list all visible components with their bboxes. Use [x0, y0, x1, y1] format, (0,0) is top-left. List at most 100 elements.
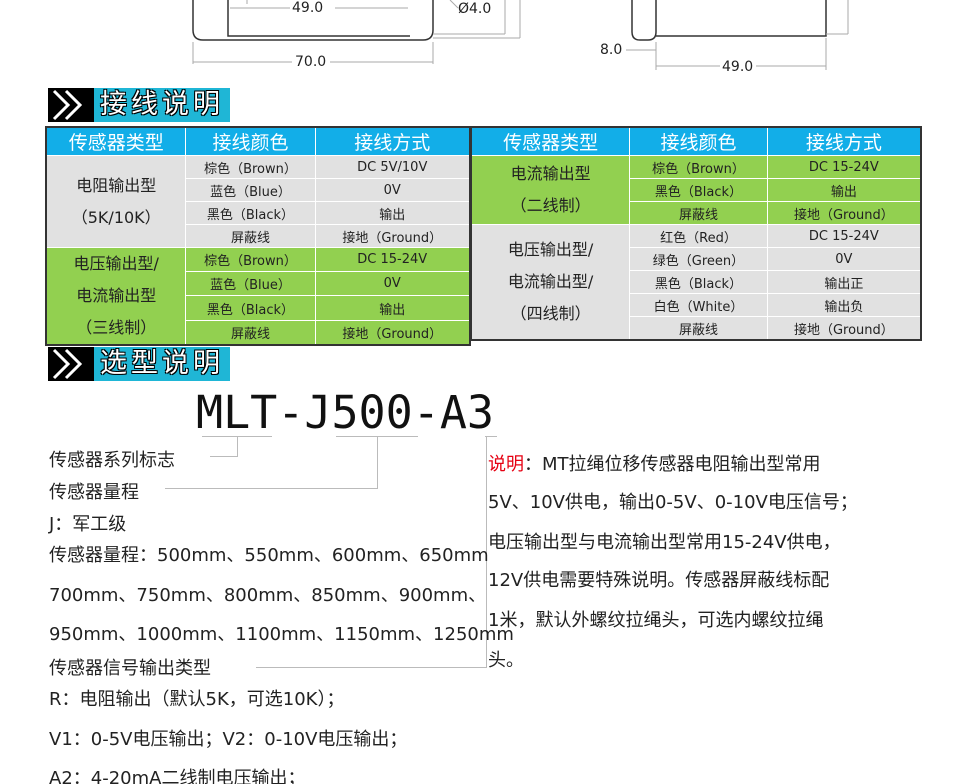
sensor-type-line: 电压输出型/	[507, 240, 594, 259]
table-row: 屏蔽线 接地（Ground）	[46, 224, 471, 248]
wire-function-cell: 接地（Ground）	[766, 316, 922, 341]
sensor-type-line: （5K/10K）	[71, 207, 161, 227]
dim-side-offset: 8.0	[600, 42, 623, 58]
model-code: MLT-J500-A3	[196, 386, 495, 439]
table-row: 电阻输出型 （5K/10K） 棕色（Brown） DC 5V/10V	[45, 155, 471, 248]
legend-line: 950mm、1000mm、1100mm、1150mm、1250mm	[49, 624, 514, 645]
table-row: 蓝色（Blue） 0V	[46, 178, 471, 202]
note-text: ：MT拉绳位移传感器电阻输出型常用	[524, 454, 821, 475]
wire-color-cell: 黑色（Black）	[185, 295, 316, 321]
wire-function-cell: DC 15-24V	[766, 155, 922, 179]
note-line: 5V、10V供电，输出0-5V、0-10V电压信号；	[488, 492, 858, 513]
wire-color-cell: 白色（White）	[629, 293, 768, 317]
legend-line: R：电阻输出（默认5K，可选10K）；	[49, 689, 345, 710]
wire-color-cell: 棕色（Brown）	[629, 155, 768, 179]
note-line: 头。	[488, 650, 524, 671]
table-row: 绿色（Green） 0V	[471, 247, 922, 271]
wire-function-cell: 输出	[766, 178, 922, 202]
legend-line: 传感器量程	[49, 482, 139, 503]
wire-color-cell: 屏蔽线	[185, 319, 316, 346]
sensor-type-cell: 电压输出型/电流输出型 （三线制）	[45, 247, 187, 346]
wire-function-cell: 输出正	[766, 270, 922, 294]
wire-function-cell: 输出	[314, 295, 471, 321]
wire-color-cell: 红色（Red）	[629, 224, 768, 248]
column-header: 传感器类型	[45, 126, 187, 156]
selection-section-header: 选型说明	[48, 347, 230, 381]
legend-line: 传感器信号输出类型	[49, 658, 211, 679]
legend-line: A2：4-20mA二线制电压输出；	[49, 768, 306, 784]
legend-line: 700mm、750mm、800mm、850mm、900mm、	[49, 585, 487, 606]
legend-line: 传感器量程：500mm、550mm、600mm、650mm	[49, 545, 489, 566]
section-title: 选型说明	[94, 347, 230, 381]
wiring-table-left: 传感器类型 接线颜色 接线方式 电阻输出型 （5K/10K） 棕色（Brown） DC 5V…	[45, 126, 471, 346]
table-row: 电流输出型 （二线制） 棕色（Brown） DC 15-24V	[470, 155, 922, 225]
sensor-type-line: 电流输出型/	[507, 272, 594, 291]
table-row: 黑色（Black） 输出	[471, 178, 922, 202]
table-row: 黑色（Black） 输出	[46, 295, 471, 321]
wire-color-cell: 蓝色（Blue）	[185, 271, 316, 297]
wire-function-cell: DC 5V/10V	[314, 155, 471, 179]
sensor-type-line: （四线制）	[510, 304, 591, 323]
wire-function-cell: 0V	[766, 247, 922, 271]
sensor-type-line: 电阻输出型	[76, 175, 157, 195]
wiring-section-header: 接线说明	[48, 88, 230, 122]
note-line: 1米，默认外螺纹拉绳头，可选内螺纹拉绳	[488, 610, 824, 631]
wire-function-cell: 接地（Ground）	[314, 224, 471, 248]
sensor-type-line: 电压输出型/	[73, 254, 159, 273]
dim-side-width: 49.0	[722, 59, 754, 75]
column-header: 接线颜色	[629, 126, 768, 156]
wire-color-cell: 棕色（Brown）	[185, 246, 316, 273]
wire-color-cell: 绿色（Green）	[629, 247, 768, 271]
sensor-type-line: 电流输出型	[76, 286, 157, 305]
column-header: 接线方式	[766, 126, 922, 156]
column-header: 接线颜色	[185, 126, 316, 156]
table-row: 黑色（Black） 输出正	[471, 270, 922, 294]
wire-function-cell: 接地（Ground）	[314, 319, 471, 346]
legend-line: 传感器系列标志	[49, 450, 175, 471]
note-label: 说明	[488, 454, 524, 475]
wire-function-cell: 接地（Ground）	[766, 201, 922, 225]
sensor-type-line: （二线制）	[510, 196, 591, 215]
sensor-type-line: 电流输出型	[510, 164, 591, 183]
wire-function-cell: 0V	[314, 271, 471, 297]
legend-line: J：军工级	[49, 514, 127, 535]
table-row: 电压输出型/电流输出型/ （四线制） 红色（Red） DC 15-24V	[470, 224, 922, 341]
sensor-type-line: （三线制）	[76, 318, 157, 337]
dim-hole: Ø4.0	[458, 1, 492, 17]
wire-color-cell: 黑色（Black）	[185, 201, 316, 225]
wire-function-cell: DC 15-24V	[314, 246, 471, 273]
table-row: 屏蔽线 接地（Ground）	[471, 316, 922, 341]
wire-color-cell: 黑色（Black）	[629, 270, 768, 294]
table-row: 蓝色（Blue） 0V	[46, 271, 471, 297]
chevron-icon	[48, 347, 94, 381]
dimension-drawing	[192, 0, 849, 70]
sensor-type-cell: 电压输出型/电流输出型/ （四线制）	[470, 224, 631, 341]
dim-inner-width: 49.0	[292, 0, 324, 16]
wiring-table-right: 传感器类型 接线颜色 接线方式 电流输出型 （二线制） 棕色（Brown） DC 15-24…	[470, 126, 922, 341]
note-line: 12V供电需要特殊说明。传感器屏蔽线标配	[488, 570, 830, 591]
wire-color-cell: 蓝色（Blue）	[185, 178, 316, 202]
column-header: 传感器类型	[470, 126, 631, 156]
wire-color-cell: 棕色（Brown）	[185, 155, 316, 179]
table-row: 屏蔽线 接地（Ground）	[46, 319, 471, 346]
wire-color-cell: 屏蔽线	[629, 316, 768, 341]
sensor-type-cell: 电阻输出型 （5K/10K）	[45, 155, 187, 248]
wire-function-cell: 0V	[314, 178, 471, 202]
section-title: 接线说明	[94, 88, 230, 122]
wire-function-cell: 输出	[314, 201, 471, 225]
wire-color-cell: 屏蔽线	[629, 201, 768, 225]
column-header: 接线方式	[314, 126, 471, 156]
wire-function-cell: DC 15-24V	[766, 224, 922, 248]
wire-function-cell: 输出负	[766, 293, 922, 317]
wire-color-cell: 屏蔽线	[185, 224, 316, 248]
chevron-icon	[48, 88, 94, 122]
note-line: 说明：MT拉绳位移传感器电阻输出型常用	[488, 450, 821, 476]
legend-line: V1：0-5V电压输出；V2：0-10V电压输出；	[49, 729, 408, 750]
table-row: 白色（White） 输出负	[471, 293, 922, 317]
wire-color-cell: 黑色（Black）	[629, 178, 768, 202]
sensor-type-cell: 电流输出型 （二线制）	[470, 155, 631, 225]
dim-outer-width: 70.0	[295, 54, 327, 70]
table-row: 电压输出型/电流输出型 （三线制） 棕色（Brown） DC 15-24V	[45, 246, 471, 346]
note-line: 电压输出型与电流输出型常用15-24V供电，	[488, 532, 841, 553]
